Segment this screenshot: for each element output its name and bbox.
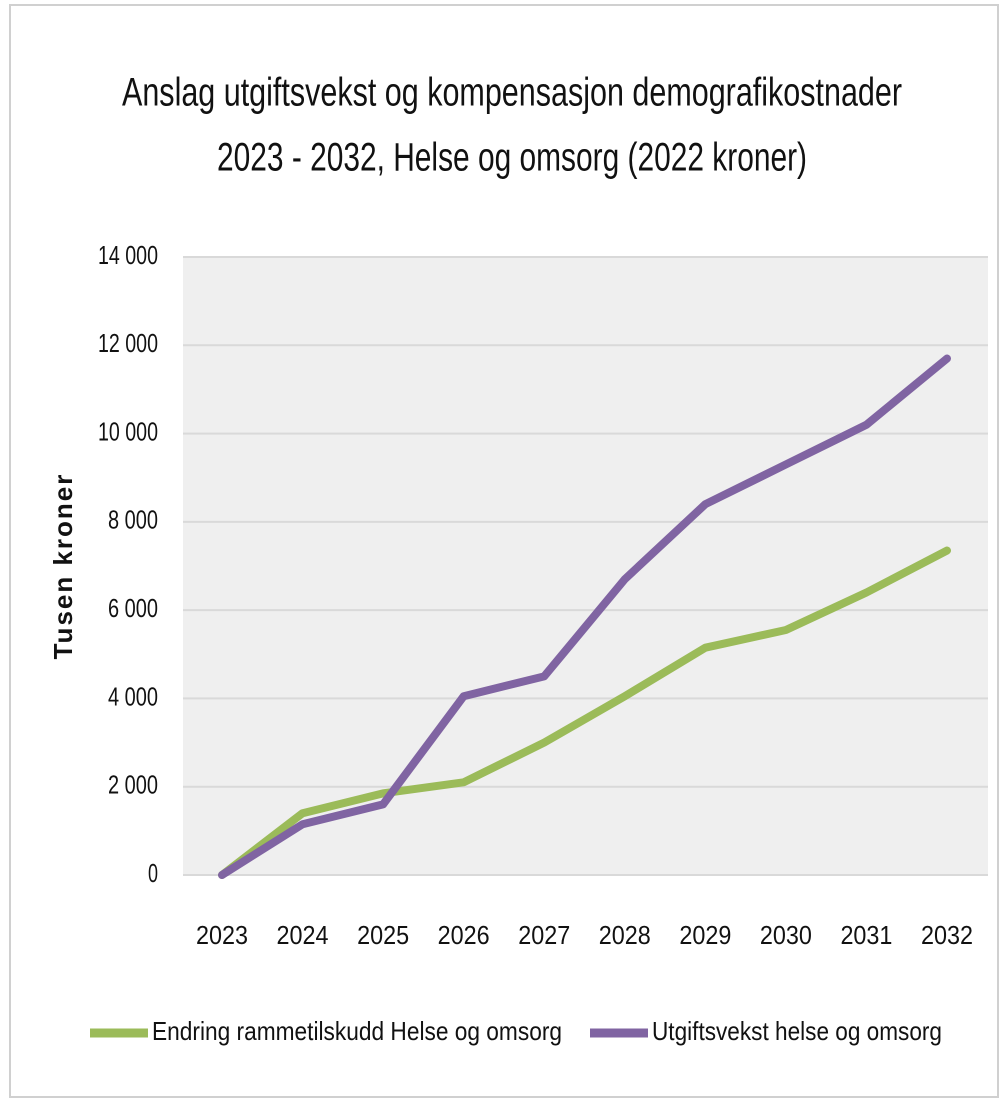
- legend-label: Endring rammetilskudd Helse og omsorg: [152, 1016, 562, 1046]
- y-tick-label: 4 000: [108, 681, 158, 711]
- y-axis-label: Tusen kroner: [48, 473, 78, 660]
- x-tick-label: 2028: [599, 920, 651, 950]
- x-tick-label: 2031: [840, 920, 892, 950]
- y-tick-label: 12 000: [98, 328, 158, 358]
- x-tick-label: 2024: [277, 920, 329, 950]
- x-tick-label: 2030: [760, 920, 812, 950]
- plot-area: [183, 257, 988, 875]
- x-tick-label: 2023: [196, 920, 248, 950]
- series-line: [218, 354, 951, 879]
- y-tick-label: 2 000: [108, 770, 158, 800]
- y-tick-label: 10 000: [98, 416, 158, 446]
- y-tick-label: 8 000: [108, 505, 158, 535]
- y-tick-label: 0: [148, 858, 158, 888]
- series-line: [218, 546, 951, 879]
- x-tick-label: 2025: [357, 920, 409, 950]
- y-tick-label: 6 000: [108, 593, 158, 623]
- x-tick-label: 2032: [921, 920, 973, 950]
- chart-title: 2023 - 2032, Helse og omsorg (2022 krone…: [217, 136, 807, 180]
- legend-label: Utgiftsvekst helse og omsorg: [652, 1016, 942, 1046]
- x-tick-label: 2027: [518, 920, 570, 950]
- y-tick-label: 14 000: [98, 240, 158, 270]
- x-tick-label: 2026: [438, 920, 490, 950]
- chart-title: Anslag utgiftsvekst og kompensasjon demo…: [122, 71, 902, 115]
- x-tick-label: 2029: [679, 920, 731, 950]
